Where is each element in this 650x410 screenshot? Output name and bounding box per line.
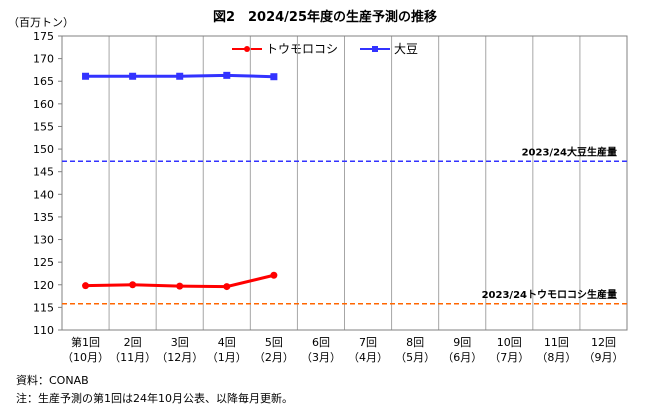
y-tick-label: 175 [33,30,54,43]
source-note: 資料：CONAB [16,374,89,387]
data-point [223,283,231,291]
data-point [270,271,278,279]
data-point [176,282,184,290]
x-tick-sublabel: （8月） [536,351,576,364]
y-tick-label: 135 [33,211,54,224]
data-point [223,71,231,79]
y-axis-unit-label: （百万トン） [8,16,74,29]
x-tick-label: 12回 [591,336,616,349]
chart-title: 図2 2024/25年度の生産予測の推移 [212,10,438,25]
x-tick-sublabel: （11月） [109,351,156,364]
x-tick-sublabel: （5月） [395,351,435,364]
y-tick-label: 165 [33,75,54,88]
x-tick-label: 7回 [359,336,377,349]
y-tick-label: 110 [33,324,54,337]
legend: トウモロコシ 大豆 [232,40,418,57]
y-tick-label: 120 [33,279,54,292]
y-tick-label: 150 [33,143,54,156]
x-tick-sublabel: （2月） [254,351,294,364]
footnote: 注：生産予測の第1回は24年10月公表、以降毎月更新。 [16,392,293,405]
x-tick-label: 第1回 [71,335,100,349]
x-tick-sublabel: （1月） [207,351,247,364]
y-tick-label: 155 [33,120,54,133]
x-tick-label: 8回 [406,336,424,349]
x-tick-sublabel: （9月） [583,351,623,364]
y-tick-label: 160 [33,98,54,111]
x-tick-label: 9回 [453,336,471,349]
y-tick-label: 140 [33,188,54,201]
reference-line-label: 2023/24大豆生産量 [522,145,617,158]
reference-line-label: 2023/24トウモロコシ生産量 [482,288,617,301]
data-point [82,282,90,290]
plot-area [61,35,628,331]
data-point [129,281,137,289]
y-tick-label: 145 [33,166,54,179]
legend-label-soybean: 大豆 [394,42,419,56]
x-tick-label: 3回 [171,336,189,349]
y-tick-label: 125 [33,256,54,269]
x-tick-label: 11回 [544,336,569,349]
legend-swatch-corn [232,44,262,54]
legend-item-corn: トウモロコシ [232,40,338,57]
x-tick-label: 2回 [124,336,142,349]
y-tick-label: 170 [33,53,54,66]
legend-item-soybean: 大豆 [360,40,418,57]
x-tick-sublabel: （12月） [156,351,203,364]
x-tick-sublabel: （10月） [62,351,109,364]
legend-label-corn: トウモロコシ [266,42,339,56]
x-tick-sublabel: （4月） [348,351,388,364]
x-tick-label: 10回 [497,336,522,349]
x-tick-label: 6回 [312,336,330,349]
x-tick-label: 4回 [218,336,236,349]
legend-swatch-soybean [360,44,391,54]
x-tick-sublabel: （3月） [301,351,341,364]
data-point [82,72,90,80]
data-point [176,72,184,80]
data-point [270,73,278,81]
x-tick-label: 5回 [265,336,283,349]
y-tick-label: 115 [33,301,54,314]
x-tick-sublabel: （7月） [489,351,529,364]
y-tick-label: 130 [33,234,54,247]
data-point [129,72,137,80]
x-tick-sublabel: （6月） [442,351,482,364]
